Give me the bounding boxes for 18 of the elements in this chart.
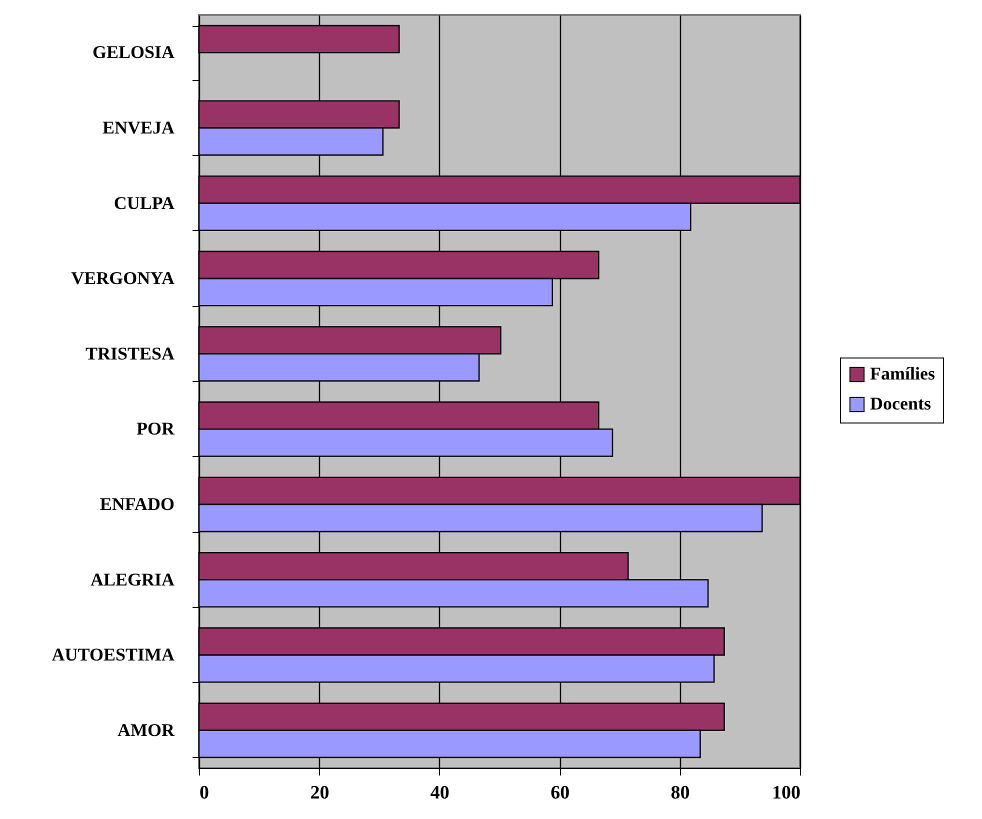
y-tick-label: AUTOESTIMA [52,644,174,665]
legend-label: Famílies [870,364,935,384]
x-tick-label: 100 [772,782,800,804]
x-tick-label: 80 [670,782,690,804]
y-tick-label: AMOR [118,720,176,740]
x-tick-label: 0 [200,782,209,804]
x-tick-label: 20 [310,782,330,804]
y-tick-label: TRISTESA [85,343,174,364]
legend-label: Docents [870,394,931,414]
y-tick-label: POR [136,418,176,439]
y-tick-label: ALEGRIA [90,569,174,590]
x-tick-label: 60 [550,782,570,804]
y-tick-label: ENVEJA [102,117,174,138]
x-tick-label: 40 [430,782,450,804]
y-tick-label: ENFADO [100,494,174,514]
y-tick-label: VERGONYA [71,268,174,288]
y-tick-label: CULPA [114,192,174,213]
y-tick-label: GELOSIA [92,42,174,62]
